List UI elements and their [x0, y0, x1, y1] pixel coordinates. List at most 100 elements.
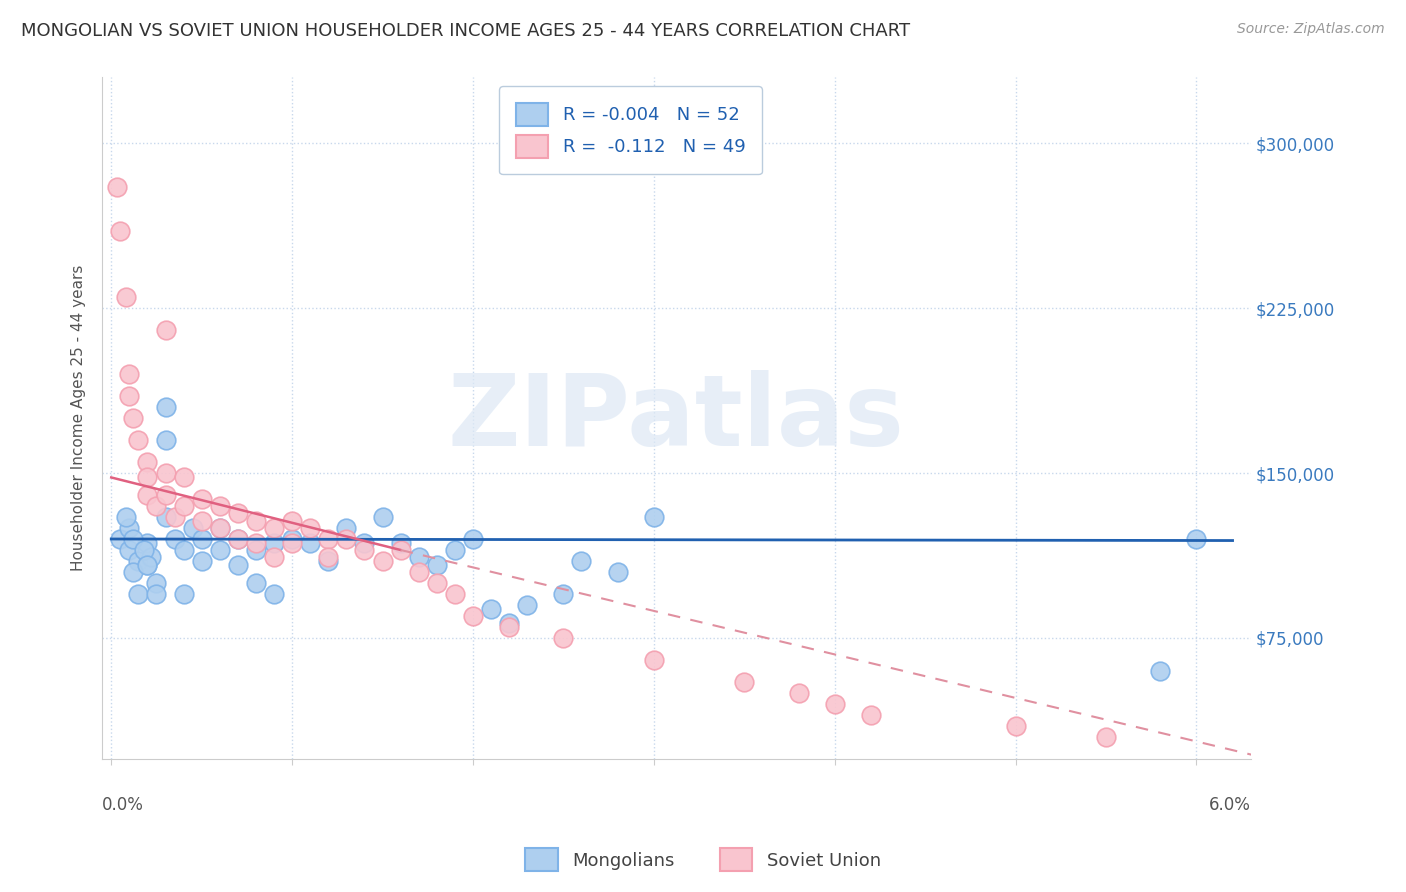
Text: 6.0%: 6.0%: [1209, 797, 1251, 814]
Point: [136, 455, 159, 469]
Point: [643, 510, 665, 524]
Point: [516, 598, 538, 612]
Point: [281, 515, 304, 529]
Point: [173, 499, 195, 513]
Point: [553, 631, 575, 645]
Point: [226, 506, 249, 520]
Point: [190, 532, 212, 546]
Point: [127, 433, 149, 447]
Point: [606, 565, 628, 579]
Point: [122, 411, 145, 425]
Point: [132, 543, 155, 558]
Text: Source: ZipAtlas.com: Source: ZipAtlas.com: [1237, 22, 1385, 37]
Point: [110, 224, 132, 238]
Point: [371, 510, 394, 524]
Point: [127, 554, 149, 568]
Point: [389, 543, 412, 558]
Point: [122, 565, 145, 579]
Point: [136, 488, 159, 502]
Point: [155, 488, 177, 502]
Point: [479, 602, 502, 616]
Point: [643, 653, 665, 667]
Point: [245, 536, 267, 550]
Point: [498, 615, 520, 630]
Point: [122, 532, 145, 546]
Point: [118, 543, 141, 558]
Point: [281, 536, 304, 550]
Point: [118, 521, 141, 535]
Point: [136, 558, 159, 573]
Point: [208, 521, 231, 535]
Point: [127, 587, 149, 601]
Point: [190, 554, 212, 568]
Text: ZIPatlas: ZIPatlas: [449, 369, 905, 467]
Point: [787, 686, 810, 700]
Text: MONGOLIAN VS SOVIET UNION HOUSEHOLDER INCOME AGES 25 - 44 YEARS CORRELATION CHAR: MONGOLIAN VS SOVIET UNION HOUSEHOLDER IN…: [21, 22, 910, 40]
Point: [335, 532, 357, 546]
Point: [263, 521, 285, 535]
Point: [316, 549, 339, 564]
Point: [226, 532, 249, 546]
Point: [316, 554, 339, 568]
Point: [208, 521, 231, 535]
Point: [1149, 664, 1171, 678]
Point: [155, 466, 177, 480]
Point: [145, 576, 167, 591]
Point: [426, 576, 449, 591]
Point: [226, 558, 249, 573]
Point: [299, 536, 322, 550]
Point: [208, 543, 231, 558]
Point: [173, 543, 195, 558]
Point: [173, 587, 195, 601]
Point: [263, 587, 285, 601]
Point: [245, 515, 267, 529]
Point: [353, 543, 375, 558]
Point: [136, 470, 159, 484]
Point: [444, 543, 467, 558]
Point: [461, 608, 484, 623]
Point: [114, 510, 136, 524]
Point: [155, 510, 177, 524]
Point: [118, 389, 141, 403]
Y-axis label: Householder Income Ages 25 - 44 years: Householder Income Ages 25 - 44 years: [72, 265, 86, 571]
Point: [1095, 730, 1118, 744]
Point: [190, 515, 212, 529]
Point: [733, 674, 755, 689]
Point: [145, 499, 167, 513]
Point: [114, 290, 136, 304]
Text: 0.0%: 0.0%: [103, 797, 143, 814]
Point: [498, 620, 520, 634]
Point: [316, 532, 339, 546]
Point: [389, 536, 412, 550]
Point: [859, 707, 882, 722]
Legend: Mongolians, Soviet Union: Mongolians, Soviet Union: [517, 841, 889, 879]
Point: [371, 554, 394, 568]
Point: [145, 587, 167, 601]
Point: [139, 549, 162, 564]
Point: [245, 543, 267, 558]
Point: [181, 521, 204, 535]
Point: [335, 521, 357, 535]
Point: [245, 576, 267, 591]
Point: [163, 510, 186, 524]
Point: [226, 532, 249, 546]
Point: [110, 532, 132, 546]
Point: [136, 536, 159, 550]
Point: [571, 554, 593, 568]
Legend: R = -0.004   N = 52, R =  -0.112   N = 49: R = -0.004 N = 52, R = -0.112 N = 49: [499, 87, 762, 175]
Point: [553, 587, 575, 601]
Point: [105, 180, 128, 194]
Point: [208, 499, 231, 513]
Point: [190, 492, 212, 507]
Point: [163, 532, 186, 546]
Point: [173, 470, 195, 484]
Point: [461, 532, 484, 546]
Point: [118, 367, 141, 381]
Point: [263, 536, 285, 550]
Point: [426, 558, 449, 573]
Point: [281, 532, 304, 546]
Point: [408, 549, 430, 564]
Point: [155, 323, 177, 337]
Point: [353, 536, 375, 550]
Point: [263, 549, 285, 564]
